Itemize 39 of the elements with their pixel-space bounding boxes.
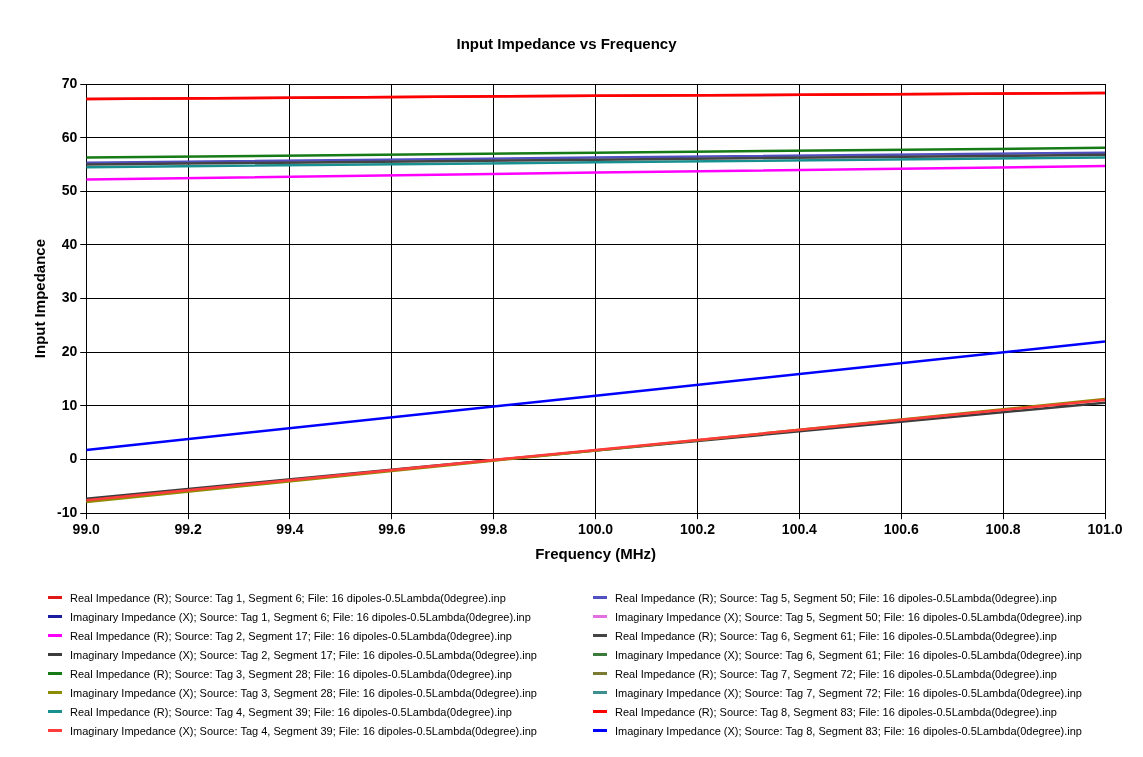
y-tick-label: 60 [61, 128, 78, 145]
legend-label: Imaginary Impedance (X); Source: Tag 2, Segment 17; File: 16 dipoles-0.5Lambda(0degree).inp [70, 648, 537, 661]
y-tick-label: 50 [61, 182, 78, 199]
x-tick-label: 100.0 [578, 521, 614, 538]
y-tick-label: 40 [61, 235, 78, 252]
legend-label: Imaginary Impedance (X); Source: Tag 1, Segment 6; File: 16 dipoles-0.5Lambda(0degree).inp [70, 610, 531, 623]
x-tick-label: 99.0 [72, 521, 101, 538]
x-tick-label: 99.8 [480, 521, 508, 538]
x-tick-label: 99.2 [174, 521, 202, 538]
x-tick-label: 100.6 [883, 521, 919, 538]
legend-label: Real Impedance (R); Source: Tag 6, Segment 61; File: 16 dipoles-0.5Lambda(0degree).inp [615, 629, 1057, 642]
legend-label: Imaginary Impedance (X); Source: Tag 7, Segment 72; File: 16 dipoles-0.5Lambda(0degree).inp [615, 686, 1082, 699]
legend-label: Real Impedance (R); Source: Tag 8, Segment 83; File: 16 dipoles-0.5Lambda(0degree).inp [615, 705, 1057, 718]
y-axis-title: Input Impedance [31, 239, 49, 359]
y-tick-label: 20 [61, 343, 78, 360]
legend-label: Real Impedance (R); Source: Tag 5, Segment 50; File: 16 dipoles-0.5Lambda(0degree).inp [615, 591, 1057, 604]
legend-label: Imaginary Impedance (X); Source: Tag 4, Segment 39; File: 16 dipoles-0.5Lambda(0degree).inp [70, 724, 537, 737]
x-tick-label: 99.4 [276, 521, 304, 538]
legend-label: Imaginary Impedance (X); Source: Tag 3, Segment 28; File: 16 dipoles-0.5Lambda(0degree).inp [70, 686, 537, 699]
y-tick-label: 70 [61, 74, 78, 91]
chart-title: Input Impedance vs Frequency [456, 35, 678, 53]
legend-label: Imaginary Impedance (X); Source: Tag 8, Segment 83; File: 16 dipoles-0.5Lambda(0degree).inp [615, 724, 1082, 737]
legend-label: Imaginary Impedance (X); Source: Tag 6, Segment 61; File: 16 dipoles-0.5Lambda(0degree).inp [615, 648, 1082, 661]
y-tick-label: 10 [61, 396, 78, 413]
x-tick-label: 101.0 [1087, 521, 1123, 538]
x-tick-label: 100.2 [679, 521, 716, 538]
x-tick-label: 99.6 [378, 521, 406, 538]
y-tick-label: 30 [61, 289, 78, 306]
legend-label: Real Impedance (R); Source: Tag 7, Segment 72; File: 16 dipoles-0.5Lambda(0degree).inp [615, 667, 1057, 680]
x-tick-label: 100.8 [985, 521, 1021, 538]
x-axis-title: Frequency (MHz) [535, 545, 657, 563]
legend-label: Real Impedance (R); Source: Tag 4, Segment 39; File: 16 dipoles-0.5Lambda(0degree).inp [70, 705, 512, 718]
legend-label: Imaginary Impedance (X); Source: Tag 5, Segment 50; File: 16 dipoles-0.5Lambda(0degree).inp [615, 610, 1082, 623]
y-tick-label: -10 [57, 504, 78, 521]
legend-label: Real Impedance (R); Source: Tag 1, Segment 6; File: 16 dipoles-0.5Lambda(0degree).inp [70, 591, 506, 604]
legend-label: Real Impedance (R); Source: Tag 2, Segment 17; File: 16 dipoles-0.5Lambda(0degree).inp [70, 629, 512, 642]
legend-label: Real Impedance (R); Source: Tag 3, Segment 28; File: 16 dipoles-0.5Lambda(0degree).inp [70, 667, 512, 680]
y-tick-label: 0 [69, 450, 78, 467]
x-tick-label: 100.4 [781, 521, 818, 538]
